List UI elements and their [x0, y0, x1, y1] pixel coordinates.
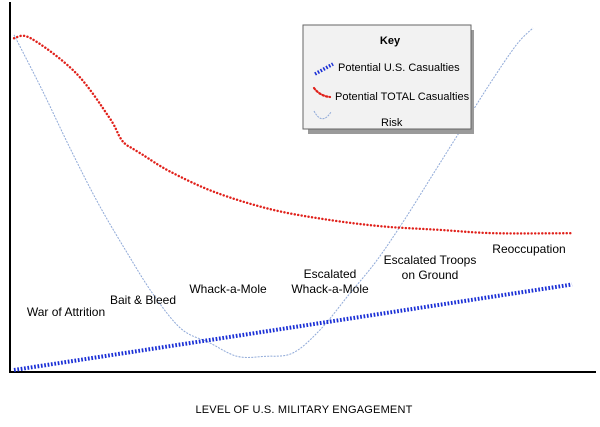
stage-labels: War of Attrition Bait & Bleed Whack-a-Mo…: [27, 242, 566, 319]
legend-swatch-us-casualties: [314, 62, 334, 76]
lbl-ewam-line-2: Whack-a-Mole: [291, 282, 369, 296]
legend-label-total-casualties: Potential TOTAL Casualties: [335, 91, 470, 103]
legend-swatch-total-casualties: [312, 86, 332, 99]
total-casualties-line: [12, 34, 574, 235]
x-axis-label: LEVEL OF U.S. MILITARY ENGAGEMENT: [195, 404, 412, 416]
lbl-etog-line-2: on Ground: [402, 268, 459, 282]
legend: Key Potential U.S. Casualties Potential …: [302, 24, 474, 134]
lbl-etog-line-1: Escalated Troops: [384, 253, 477, 267]
stage-label-bait-and-bleed: Bait & Bleed: [110, 293, 176, 307]
us-casualties-line: [13, 282, 573, 372]
risk-series: [13, 27, 534, 358]
risk-curve: [13, 27, 534, 358]
lbl-ewam-line-1: Escalated: [304, 267, 357, 281]
legend-title: Key: [380, 35, 401, 47]
stage-label-escalated-troops-on-ground: Escalated Troops on Ground: [384, 253, 477, 282]
legend-box: [302, 24, 472, 130]
legend-label-risk: Risk: [381, 117, 403, 129]
stage-label-whack-a-mole: Whack-a-Mole: [189, 282, 267, 296]
legend-label-us-casualties: Potential U.S. Casualties: [338, 62, 460, 74]
stage-label-war-of-attrition: War of Attrition: [27, 305, 105, 319]
stage-label-escalated-whack-a-mole: Escalated Whack-a-Mole: [291, 267, 369, 296]
us-casualties-series: [13, 282, 573, 372]
stage-label-reoccupation: Reoccupation: [492, 242, 565, 256]
total-casualties-series: [12, 34, 574, 235]
